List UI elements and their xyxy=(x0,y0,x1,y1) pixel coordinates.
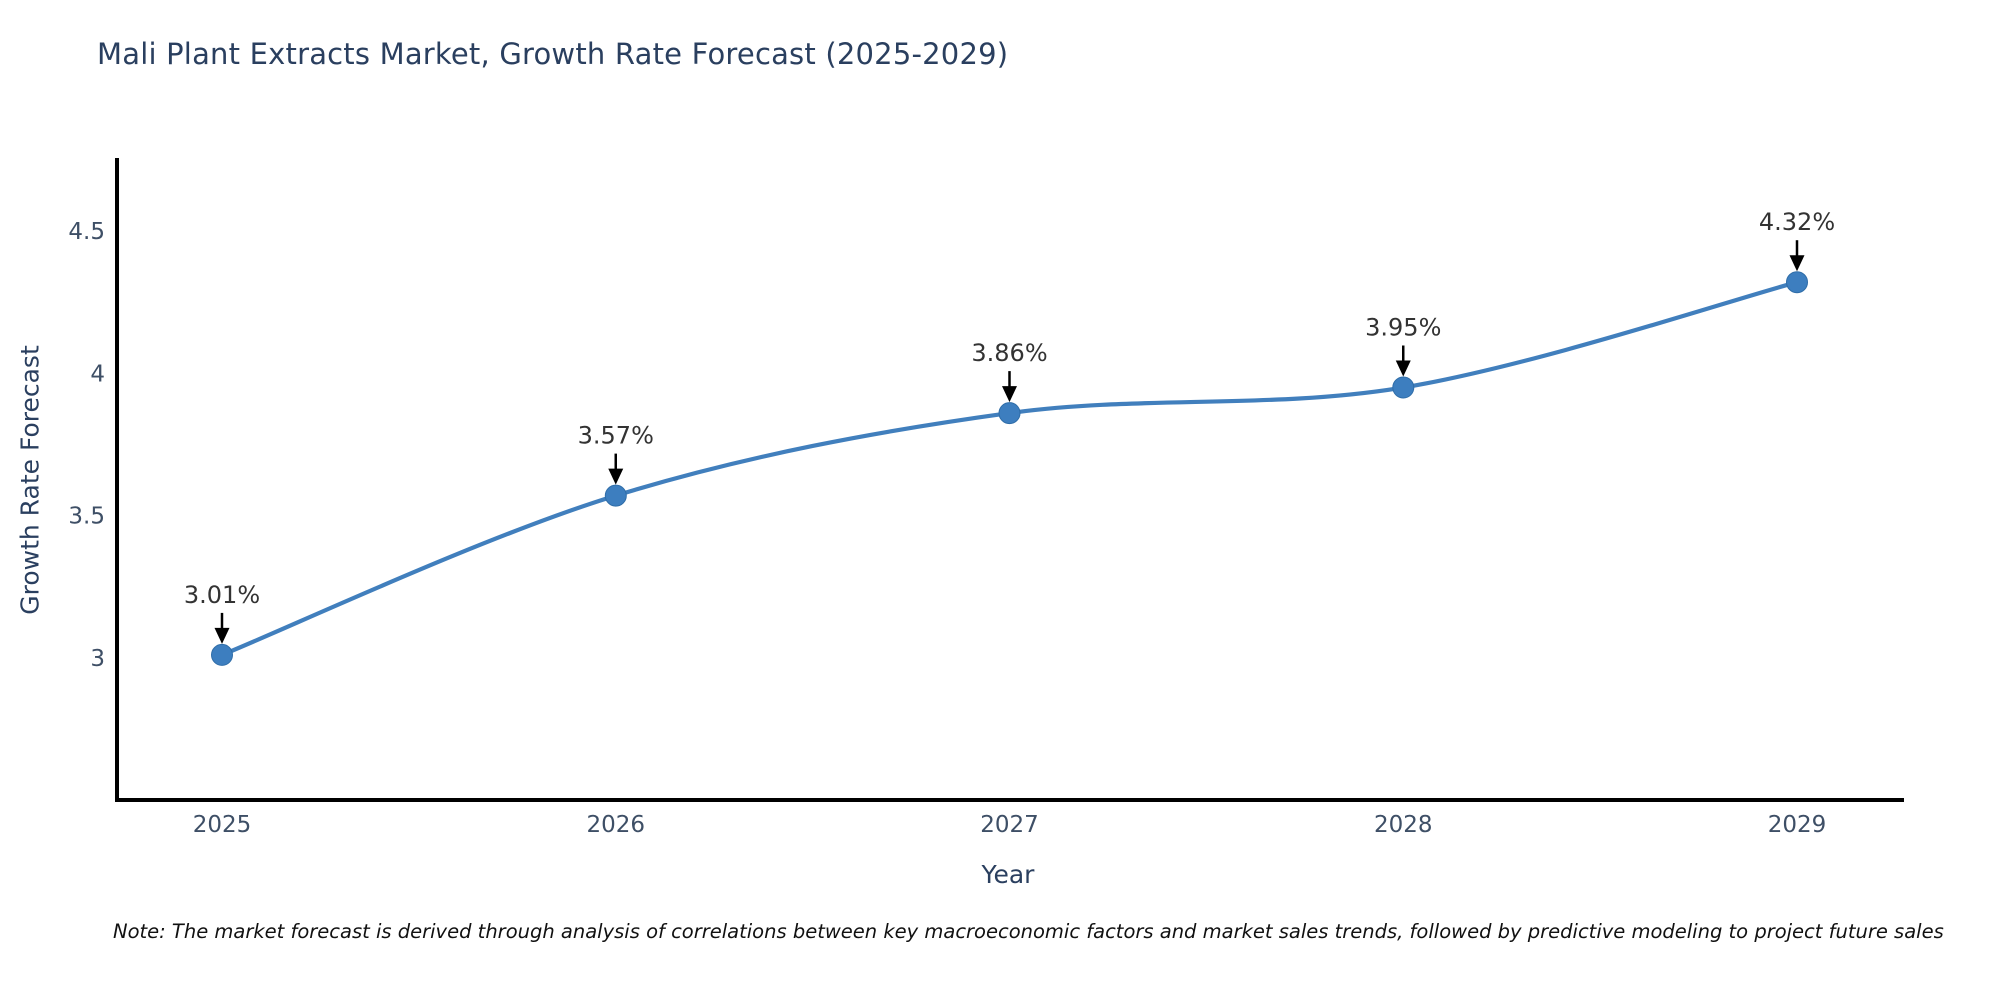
x-tick-label: 2027 xyxy=(980,812,1039,838)
x-tick-label: 2026 xyxy=(586,812,645,838)
point-value-label: 3.95% xyxy=(1365,314,1441,342)
data-point-marker[interactable] xyxy=(604,484,627,507)
y-tick-label: 3.5 xyxy=(68,504,105,530)
annotation-arrowhead-icon xyxy=(214,627,230,644)
y-axis-title: Growth Rate Forecast xyxy=(15,345,45,615)
annotation-arrowhead-icon xyxy=(1789,255,1805,272)
data-point-marker[interactable] xyxy=(211,643,233,666)
x-tick-label: 2025 xyxy=(193,812,252,838)
y-tick-label: 4 xyxy=(90,361,105,387)
annotation-arrowhead-icon xyxy=(1002,386,1017,403)
point-value-label: 3.57% xyxy=(578,422,654,450)
point-value-label: 3.86% xyxy=(971,339,1047,367)
annotation-arrowhead-icon xyxy=(1395,360,1411,377)
x-axis-title: Year xyxy=(981,860,1035,889)
data-point-marker[interactable] xyxy=(1786,271,1808,294)
y-tick-label: 3 xyxy=(90,646,105,672)
data-point-marker[interactable] xyxy=(1392,376,1415,399)
footnote: Note: The market forecast is derived thr… xyxy=(113,920,1944,943)
point-value-label: 3.01% xyxy=(184,581,260,609)
series-line xyxy=(219,280,1800,658)
data-point-marker[interactable] xyxy=(998,402,1021,425)
x-tick-label: 2029 xyxy=(1768,812,1827,838)
x-tick-label: 2028 xyxy=(1374,812,1433,838)
annotation-arrowhead-icon xyxy=(608,468,624,485)
point-value-label: 4.32% xyxy=(1759,208,1835,236)
chart-title: Mali Plant Extracts Market, Growth Rate … xyxy=(97,37,1009,71)
y-tick-label: 4.5 xyxy=(68,219,105,245)
